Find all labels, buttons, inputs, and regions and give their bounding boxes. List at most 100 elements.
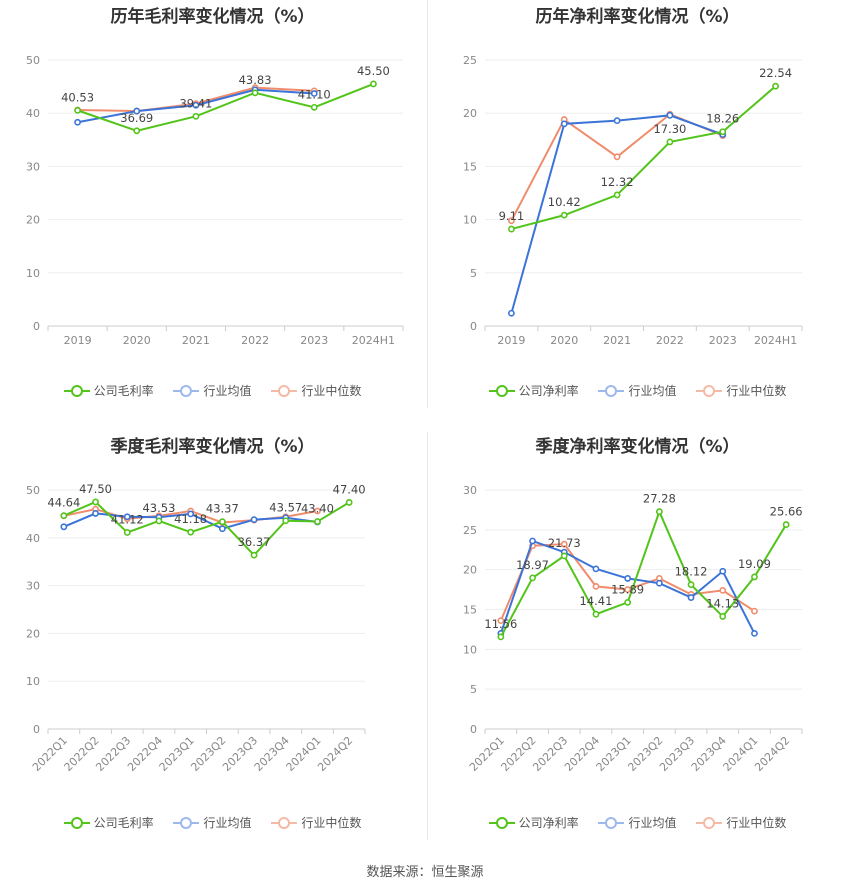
legend-item-industry-median[interactable]: 行业中位数	[271, 814, 361, 831]
series-point	[782, 521, 790, 528]
x-tick-label: 2023	[300, 334, 328, 347]
x-tick-label: 2024H1	[352, 334, 395, 347]
series-point	[655, 579, 663, 587]
data-source-note: 数据来源：恒生聚源	[366, 865, 484, 880]
legend-item-industry-median[interactable]: 行业中位数	[271, 382, 361, 399]
data-label: 43.83	[239, 73, 272, 87]
plot-group: 0 10 20 30 40 50 2019 2020 2021 2022 2023 2024H1 40.…	[26, 54, 404, 347]
legend-label: 行业中位数	[301, 384, 362, 398]
data-label: 41.12	[111, 512, 144, 526]
legend-item-industry-median[interactable]: 行业中位数	[696, 382, 786, 399]
y-tick-label: 0	[33, 320, 40, 333]
series-point	[192, 112, 200, 120]
data-label: 40.53	[61, 90, 94, 104]
data-label: 25.66	[770, 505, 803, 519]
series-point	[60, 512, 68, 520]
legend-label: 公司毛利率	[93, 384, 154, 398]
legend-item-company[interactable]: 公司净利率	[488, 814, 579, 831]
y-tick-label: 20	[26, 627, 40, 640]
chart-title: 历年毛利率变化情况（%）	[110, 7, 315, 27]
y-tick-label: 30	[26, 580, 40, 593]
chart-plot-area: 0 5 10 15 20 25 2019 2020 2021 2022 2023 2024H1 9.11…	[463, 54, 803, 347]
annual-gross-margin-chart: 历年毛利率变化情况（%） 0 10 20 30 40 50 2019 2020 2021 2022…	[0, 0, 425, 420]
y-tick-label: 10	[26, 267, 40, 280]
series-line	[510, 114, 724, 314]
series-point	[508, 217, 515, 225]
series-point	[60, 523, 68, 531]
series-line	[499, 508, 788, 638]
chart-title: 季度毛利率变化情况（%）	[110, 437, 315, 457]
data-label: 47.50	[79, 482, 112, 496]
legend-item-company[interactable]: 公司净利率	[488, 382, 579, 399]
series-point	[666, 138, 674, 146]
x-tick-label: 2020	[550, 334, 578, 347]
series-point	[772, 82, 779, 90]
chart-title: 历年净利率变化情况（%）	[535, 7, 740, 27]
quarterly-net-margin-chart: 季度净利率变化情况（%） 0 5 10 15 20 25 30 2022Q1 2022Q2 202…	[425, 430, 850, 850]
series-point	[624, 599, 632, 606]
data-label: 47.40	[333, 482, 366, 496]
data-label: 18.12	[675, 565, 708, 579]
y-tick-label: 30	[463, 484, 477, 497]
series-point	[624, 586, 632, 593]
series-point	[282, 517, 290, 525]
data-label: 43.37	[206, 502, 239, 516]
legend-item-company[interactable]: 公司毛利率	[63, 814, 154, 831]
data-label: 10.42	[548, 195, 581, 209]
plot-group: 0 5 10 15 20 25 2019 2020 2021 2022 2023 2024H1 9.11…	[463, 54, 803, 347]
y-tick-label: 0	[470, 723, 477, 736]
series-point	[123, 529, 131, 536]
legend-line-icon	[598, 816, 625, 829]
legend-line-icon	[696, 816, 723, 829]
series-point	[310, 90, 318, 97]
legend-item-industry-avg[interactable]: 行业均值	[173, 382, 252, 399]
quarterly-gross-margin-chart: 季度毛利率变化情况（%） 0 10 20 30 40 50 2022Q1 2022Q2 2022…	[0, 430, 425, 850]
legend-label: 行业中位数	[726, 384, 787, 398]
legend-item-company[interactable]: 公司毛利率	[63, 382, 154, 399]
legend-line-icon	[696, 384, 723, 397]
data-label: 18.97	[516, 558, 549, 572]
chart-plot-area: 0510152025302022Q12022Q22022Q32022Q42023…	[463, 484, 803, 774]
chart-legend: 公司毛利率 行业均值 行业中位数	[0, 814, 425, 832]
legend-line-icon	[173, 384, 200, 397]
series-point	[345, 499, 353, 506]
y-tick-label: 40	[26, 532, 40, 545]
legend-line-icon	[271, 384, 298, 397]
legend-item-industry-avg[interactable]: 行业均值	[173, 814, 252, 831]
legend-label: 公司毛利率	[93, 816, 154, 830]
y-tick-label: 0	[33, 723, 40, 736]
series-point	[314, 518, 321, 525]
series-point	[751, 607, 758, 615]
series-point	[592, 610, 600, 618]
series-point	[719, 567, 727, 575]
data-label: 41.10	[298, 87, 331, 101]
plot-group: 0510152025302022Q12022Q22022Q32022Q42023…	[463, 484, 803, 774]
x-tick-label: 2021	[182, 334, 210, 347]
legend-item-industry-avg[interactable]: 行业均值	[598, 814, 677, 831]
series-point	[560, 540, 568, 548]
x-tick-label: 2024Q2	[315, 734, 355, 774]
legend-line-icon	[63, 384, 90, 397]
legend-item-industry-avg[interactable]: 行业均值	[598, 382, 677, 399]
y-tick-label: 25	[463, 524, 477, 537]
x-tick-label: 2021	[603, 334, 631, 347]
series-point	[250, 551, 258, 559]
series-point	[655, 508, 663, 516]
data-label: 43.53	[142, 501, 175, 515]
data-label: 15.89	[611, 582, 644, 596]
series-point	[251, 89, 259, 97]
series-point	[529, 537, 536, 545]
x-tick-label: 2023	[709, 334, 737, 347]
y-tick-label: 10	[463, 643, 477, 656]
series-point	[187, 528, 195, 536]
y-tick-label: 30	[26, 160, 40, 173]
series-point	[560, 552, 568, 560]
legend-item-industry-median[interactable]: 行业中位数	[696, 814, 786, 831]
x-tick-label: 2022	[241, 334, 269, 347]
series-point	[133, 127, 141, 135]
data-label: 18.26	[706, 112, 739, 126]
series-point	[508, 225, 515, 233]
series-point	[74, 106, 81, 114]
data-label: 14.13	[706, 596, 739, 610]
y-tick-label: 10	[463, 214, 477, 227]
